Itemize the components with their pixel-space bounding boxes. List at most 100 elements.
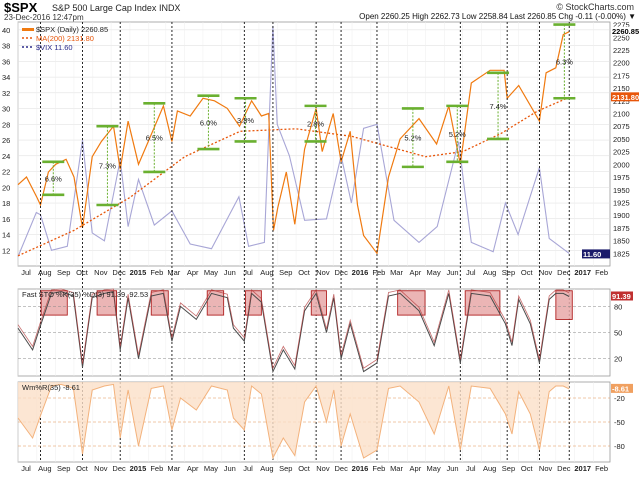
month-label: Apr <box>410 268 422 277</box>
move-percent-label: 3.8% <box>237 116 254 125</box>
spx-tick-label: 2200 <box>613 59 630 68</box>
bottom-month-label: 2015 <box>130 464 147 473</box>
bottom-month-label: Jul <box>21 464 31 473</box>
spx-last-tag-bg <box>611 26 639 36</box>
bottom-month-label: Dec <box>334 464 348 473</box>
spx-tick-label: 2075 <box>613 122 630 131</box>
overbought-zone-box <box>555 290 573 320</box>
month-label: Feb <box>595 268 608 277</box>
bottom-month-label: Oct <box>521 464 534 473</box>
move-percent-label: 5.2% <box>449 130 466 139</box>
bottom-month-label: Sep <box>57 464 70 473</box>
move-percent-label: 5.2% <box>404 134 421 143</box>
spx-tick-label: 2150 <box>613 84 630 93</box>
vix-tick-label: 36 <box>2 57 10 66</box>
move-percent-label: 2.8% <box>307 120 324 129</box>
bottom-month-label: Aug <box>38 464 51 473</box>
brand-watermark[interactable]: © StockCharts.com <box>556 2 634 12</box>
spx-tick-label: 2050 <box>613 135 630 144</box>
spx-tick-label: 1825 <box>613 249 630 258</box>
month-label: Jul <box>466 268 476 277</box>
vix-last-tag: 11.60 <box>583 250 601 259</box>
bottom-month-label: May <box>427 464 441 473</box>
move-percent-label: 7.3% <box>99 162 116 171</box>
spx-tick-label: 1900 <box>613 211 630 220</box>
bottom-month-label: Nov <box>316 464 330 473</box>
wr-series-line <box>17 383 570 460</box>
sto-last-tag-bg <box>611 291 633 301</box>
bottom-month-label: Sep <box>279 464 292 473</box>
wr-last-tag: -8.61 <box>612 384 629 393</box>
month-label: Aug <box>483 268 496 277</box>
sto-title: Fast STO %K(35) %D(3) 91.39, 92.53 <box>22 290 148 299</box>
quote-readout: Open 2260.25 High 2262.73 Low 2258.84 La… <box>359 12 636 21</box>
spx-tick-label: 2100 <box>613 110 630 119</box>
ma-last-tag-bg <box>611 92 639 102</box>
month-label: Jun <box>224 268 236 277</box>
bottom-month-label: Jul <box>243 464 253 473</box>
spx-legend-swatch <box>22 28 34 31</box>
bottom-month-label: Aug <box>483 464 496 473</box>
wr-last-tag-bg <box>611 383 633 393</box>
spx-tick-label: 2250 <box>613 33 630 42</box>
vix-tick-label: 26 <box>2 136 10 145</box>
month-label: Oct <box>76 268 89 277</box>
month-label: Sep <box>279 268 292 277</box>
sto-tick-label: 50 <box>614 329 622 338</box>
wr-tick-label: -20 <box>614 394 625 403</box>
symbol-label[interactable]: $SPX <box>4 0 38 15</box>
move-percent-label: 7.4% <box>489 102 506 111</box>
bottom-month-label: Jul <box>466 464 476 473</box>
vix-last-tag-bg <box>582 249 610 259</box>
spx-tick-label: 2275 <box>613 21 630 30</box>
spx-tick-label: 1850 <box>613 237 630 246</box>
month-label: Dec <box>557 268 571 277</box>
month-label: 2017 <box>574 268 591 277</box>
spx-tick-label: 1975 <box>613 173 630 182</box>
vix-tick-label: 40 <box>2 26 10 35</box>
month-label: Dec <box>334 268 348 277</box>
month-label: Jun <box>446 268 458 277</box>
bottom-month-label: Mar <box>390 464 403 473</box>
vix-series-line <box>17 25 570 257</box>
bottom-month-label: Sep <box>502 464 515 473</box>
wr-title: Wm%R(35) -8.61 <box>22 383 80 392</box>
bottom-month-label: Jun <box>224 464 236 473</box>
move-percent-label: 6.5% <box>146 134 163 143</box>
month-label: Jul <box>243 268 253 277</box>
bottom-month-label: Dec <box>557 464 571 473</box>
sto-d-line <box>17 288 570 370</box>
bottom-month-label: Oct <box>298 464 311 473</box>
spx-tick-label: 2025 <box>613 148 630 157</box>
vix-tick-label: 14 <box>2 231 10 240</box>
vix-tick-label: 30 <box>2 105 10 114</box>
bottom-month-label: Nov <box>94 464 108 473</box>
month-label: Nov <box>539 268 553 277</box>
month-label: 2015 <box>130 268 147 277</box>
month-label: Aug <box>38 268 51 277</box>
wr-area-fill <box>18 382 570 458</box>
overbought-zone-box <box>96 290 118 316</box>
ma200-series-line <box>17 96 570 257</box>
month-label: Jul <box>21 268 31 277</box>
sto-k-line <box>17 291 570 374</box>
spx-tick-label: 1925 <box>613 198 630 207</box>
spx-tick-label: 2000 <box>613 160 630 169</box>
vix-tick-label: 32 <box>2 89 10 98</box>
month-label: Mar <box>167 268 180 277</box>
spx-last-tag: 2260.85 <box>612 27 639 36</box>
sto-last-tag: 91.39 <box>612 292 631 301</box>
sto-tick-label: 20 <box>614 355 622 364</box>
month-label: Apr <box>187 268 199 277</box>
chart-header: $SPX S&P 500 Large Cap Index INDX 23-Dec… <box>0 0 640 22</box>
vix-tick-label: 34 <box>2 73 10 82</box>
vix-legend-label: $VIX 11.60 <box>36 43 73 52</box>
index-name: S&P 500 Large Cap Index INDX <box>52 3 181 13</box>
spx-tick-label: 2225 <box>613 46 630 55</box>
month-label: Mar <box>390 268 403 277</box>
bottom-month-label: Mar <box>167 464 180 473</box>
bottom-month-label: Apr <box>410 464 422 473</box>
move-percent-label: 6.6% <box>45 174 62 183</box>
